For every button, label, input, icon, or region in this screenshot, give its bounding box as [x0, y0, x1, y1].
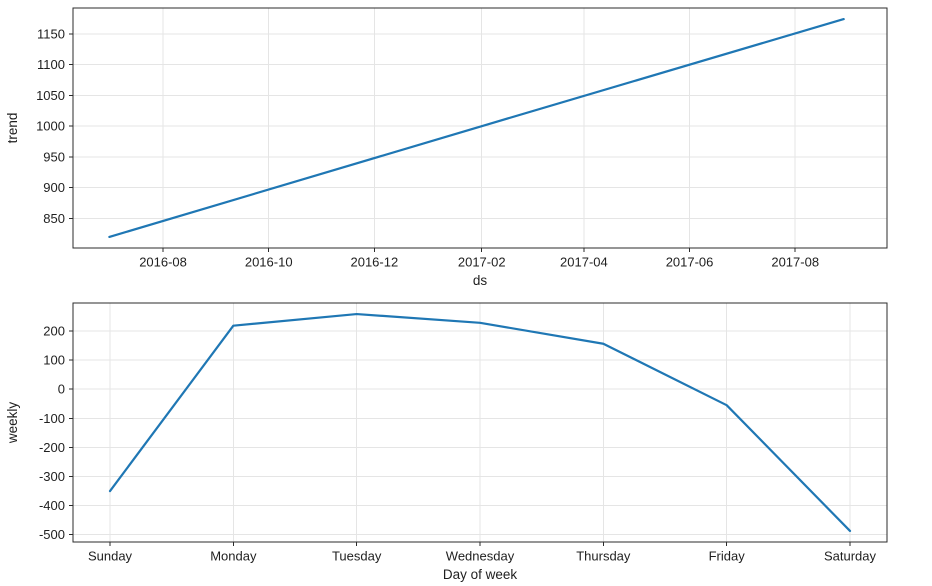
trend-x-axis-label: ds: [473, 273, 488, 288]
weekly-tick-marks: [69, 330, 851, 546]
weekly-y-tick-label: -100: [39, 411, 65, 426]
trend-y-tick-label: 1100: [37, 57, 65, 72]
weekly-x-tick-label: Wednesday: [446, 549, 515, 564]
trend-x-tick-label: 2017-02: [458, 255, 506, 270]
trend-x-tick-label: 2017-04: [560, 255, 608, 270]
trend-subplot: 2016-08 2016-10 2016-12 2017-02 2017-04 2017-…: [5, 7, 888, 288]
trend-x-tick-label: 2017-06: [666, 255, 714, 270]
trend-x-tick-label: 2016-12: [350, 255, 398, 270]
trend-x-tick-label: 2016-10: [245, 255, 293, 270]
weekly-data-line: [108, 312, 852, 533]
weekly-y-tick-label: -500: [39, 527, 65, 542]
weekly-y-tick-label: 100: [43, 353, 65, 368]
weekly-x-tick-label: Thursday: [576, 549, 631, 564]
trend-x-tick-label: 2017-08: [771, 255, 819, 270]
trend-y-axis-label: trend: [5, 113, 20, 144]
trend-y-tick-label: 1050: [36, 88, 65, 103]
weekly-x-tick-label: Sunday: [88, 549, 133, 564]
trend-data-line: [108, 17, 845, 239]
trend-spines: [72, 7, 888, 249]
weekly-subplot: Sunday Monday Tuesday Wednesday Thursday Frid…: [5, 302, 888, 582]
weekly-y-axis-label: weekly: [5, 402, 20, 445]
trend-y-tick-label: 1150: [37, 26, 65, 41]
weekly-x-tick-label: Saturday: [824, 549, 877, 564]
weekly-y-tick-label: 200: [43, 323, 65, 338]
trend-tick-marks: [69, 33, 796, 252]
weekly-grid: [73, 303, 887, 542]
trend-y-tick-label: 1000: [36, 119, 65, 134]
weekly-y-tick-label: -300: [39, 469, 65, 484]
trend-y-tick-label: 950: [43, 149, 65, 164]
weekly-x-tick-label: Tuesday: [332, 549, 382, 564]
weekly-x-tick-label: Friday: [709, 549, 746, 564]
trend-tick-labels: 2016-08 2016-10 2016-12 2017-02 2017-04 2017-…: [36, 26, 819, 269]
weekly-y-tick-label: -200: [39, 440, 65, 455]
weekly-y-tick-label: -400: [39, 498, 65, 513]
weekly-y-tick-label: 0: [58, 382, 65, 397]
weekly-x-axis-label: Day of week: [443, 567, 518, 582]
trend-x-tick-label: 2016-08: [139, 255, 187, 270]
trend-y-tick-label: 900: [43, 180, 65, 195]
weekly-x-tick-label: Monday: [210, 549, 257, 564]
trend-y-tick-label: 850: [43, 211, 65, 226]
weekly-tick-labels: Sunday Monday Tuesday Wednesday Thursday Frid…: [39, 323, 877, 563]
